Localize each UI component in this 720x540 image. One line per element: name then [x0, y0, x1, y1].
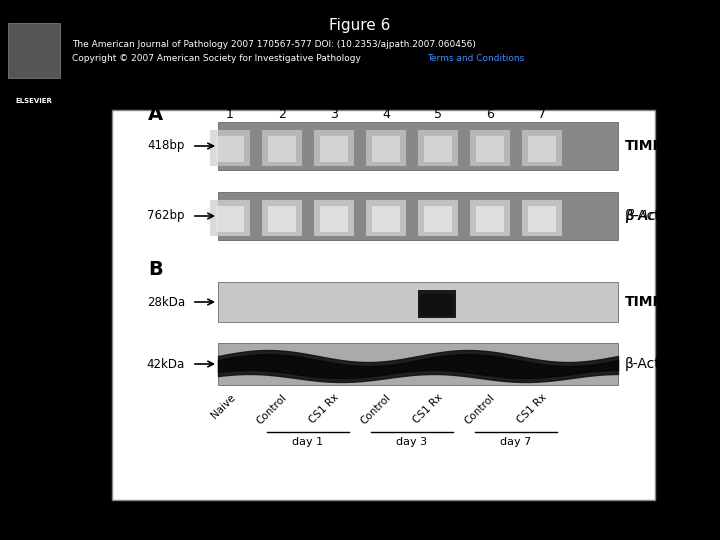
Text: β-Actin: β-Actin [625, 209, 674, 223]
Bar [262, 130, 302, 166]
Bar [372, 136, 400, 162]
Bar [522, 130, 562, 166]
Text: 3: 3 [330, 108, 338, 121]
Text: Control: Control [255, 392, 289, 426]
Text: 4: 4 [382, 108, 390, 121]
Bar [112, 110, 655, 500]
Text: Control: Control [463, 392, 497, 426]
Bar [218, 122, 618, 170]
Bar [320, 206, 348, 232]
Bar [366, 200, 406, 236]
Bar [366, 130, 406, 166]
Text: 6: 6 [486, 108, 494, 121]
Bar [218, 192, 618, 240]
Bar [476, 206, 504, 232]
Bar [470, 130, 510, 166]
Bar [218, 282, 618, 322]
Bar [528, 136, 556, 162]
Bar [418, 200, 458, 236]
Text: TIMP-1: TIMP-1 [625, 139, 679, 153]
Text: 7: 7 [538, 108, 546, 121]
Bar [522, 200, 562, 236]
Text: Control: Control [359, 392, 393, 426]
Bar [314, 200, 354, 236]
Text: Naive: Naive [209, 392, 237, 420]
Text: day 3: day 3 [397, 437, 428, 447]
Bar [218, 343, 618, 385]
Text: day 1: day 1 [292, 437, 323, 447]
Bar [268, 206, 296, 232]
Bar [424, 136, 452, 162]
Bar [210, 130, 250, 166]
Bar [216, 136, 244, 162]
Text: A: A [148, 105, 163, 124]
Text: 2: 2 [278, 108, 286, 121]
Text: 28kDa: 28kDa [147, 295, 185, 308]
Bar [418, 130, 458, 166]
Bar [262, 200, 302, 236]
Text: TIMP-1: TIMP-1 [625, 295, 679, 309]
Bar [528, 206, 556, 232]
Text: β-Actin: β-Actin [625, 209, 673, 223]
Text: β-Actin: β-Actin [625, 357, 673, 371]
Bar [210, 200, 250, 236]
Bar [476, 136, 504, 162]
Bar [8, 23, 60, 78]
Text: 762bp: 762bp [148, 210, 185, 222]
Bar [268, 136, 296, 162]
Text: CS1 Rx: CS1 Rx [307, 392, 341, 426]
Bar [314, 130, 354, 166]
Text: 418bp: 418bp [148, 139, 185, 152]
Text: The American Journal of Pathology 2007 170567-577 DOI: (10.2353/ajpath.2007.0604: The American Journal of Pathology 2007 1… [72, 40, 476, 49]
Text: B: B [148, 260, 163, 279]
Text: ELSEVIER: ELSEVIER [16, 98, 53, 104]
Bar [320, 136, 348, 162]
Text: CS1 Rx: CS1 Rx [516, 392, 549, 426]
Text: Copyright © 2007 American Society for Investigative Pathology: Copyright © 2007 American Society for In… [72, 54, 364, 63]
Text: day 7: day 7 [500, 437, 531, 447]
Bar [216, 206, 244, 232]
Text: 5: 5 [434, 108, 442, 121]
Bar [372, 206, 400, 232]
Text: 42kDa: 42kDa [147, 357, 185, 370]
Bar [420, 294, 454, 316]
Text: Figure 6: Figure 6 [329, 18, 391, 33]
Text: CS1 Rx: CS1 Rx [412, 392, 445, 426]
Text: Terms and Conditions: Terms and Conditions [427, 54, 524, 63]
Bar [418, 290, 456, 318]
Bar [424, 206, 452, 232]
Bar [470, 200, 510, 236]
Text: 1: 1 [226, 108, 234, 121]
